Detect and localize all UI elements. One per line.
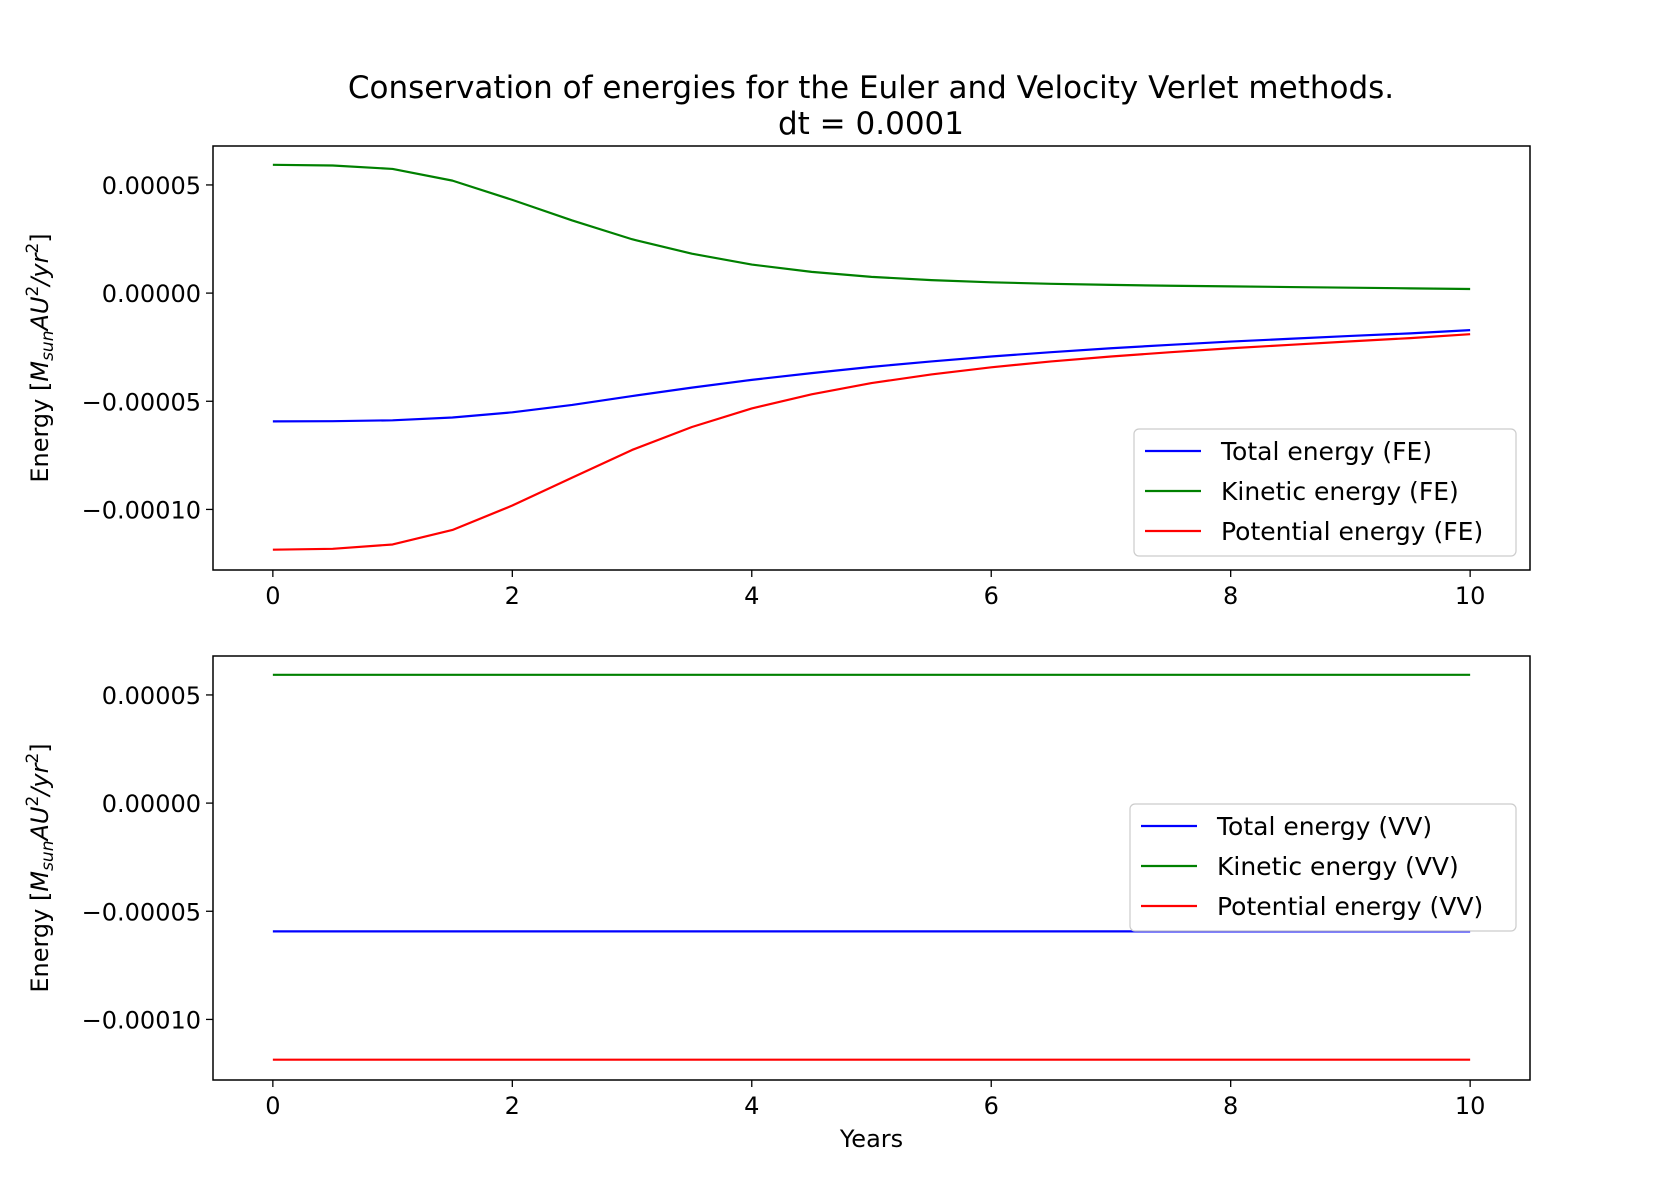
- y-axis-label: Energy [MsunAU2/yr2]: [23, 743, 58, 992]
- ylabel-part: sun: [38, 841, 58, 871]
- series-group: [272, 163, 1471, 551]
- chart-subtitle: dt = 0.0001: [778, 106, 964, 142]
- series-line-potential-energy-fe: [272, 333, 1471, 551]
- ylabel-part: 2: [23, 243, 43, 254]
- ylabel-part: AU: [26, 806, 54, 842]
- legend-label: Potential energy (FE): [1221, 517, 1483, 546]
- legend-label: Kinetic energy (FE): [1221, 477, 1459, 506]
- panels-group: 0 2 4 6 8 10 0.00005 0.00000 −0.00005 −0.00010 Ene…: [23, 145, 1531, 1153]
- y-tick-label: −0.00010: [82, 1006, 201, 1034]
- ylabel-part: AU: [26, 296, 54, 332]
- series-line-kinetic-energy-fe: [272, 163, 1471, 291]
- legend: Total energy (VV) Kinetic energy (VV) Pote…: [1129, 803, 1517, 932]
- y-axis-label: Energy [MsunAU2/yr2]: [23, 233, 58, 482]
- series-line-total-energy-fe: [272, 328, 1471, 423]
- y-tick-label: −0.00005: [82, 388, 201, 416]
- panel-1: 0 2 4 6 8 10 0.00005 0.00000 −0.00005 −0.00010 Ene…: [23, 145, 1531, 610]
- x-tick-label: 8: [1223, 1092, 1238, 1120]
- ylabel-part: M: [26, 361, 54, 382]
- ylabel-part: ]: [26, 743, 54, 752]
- x-tick-label: 4: [744, 1092, 759, 1120]
- ylabel-part: 2: [23, 753, 43, 764]
- ylabel-part: /: [26, 275, 54, 288]
- x-tick-label: 2: [505, 1092, 520, 1120]
- chart-title: Conservation of energies for the Euler a…: [348, 70, 1394, 106]
- ylabel-part: ]: [26, 233, 54, 242]
- ylabel-part: Energy [: [26, 382, 54, 483]
- ylabel-part: yr: [26, 251, 54, 278]
- y-tick-label: 0.00005: [102, 172, 201, 200]
- x-tick-label: 6: [984, 1092, 999, 1120]
- ylabel-part: yr: [26, 761, 54, 788]
- x-tick-label: 4: [744, 582, 759, 610]
- ylabel-part: sun: [38, 331, 58, 361]
- y-tick-label: −0.00005: [82, 898, 201, 926]
- ylabel-part: 2: [23, 796, 43, 807]
- y-tick-label: −0.00010: [82, 496, 201, 524]
- ylabel-part: 2: [23, 286, 43, 297]
- panel-2: 0 2 4 6 8 10 0.00005 0.00000 −0.00005 −0.00010 Ene…: [23, 655, 1531, 1153]
- y-tick-label: 0.00000: [102, 280, 201, 308]
- y-tick-label: 0.00005: [102, 682, 201, 710]
- x-tick-label: 6: [984, 582, 999, 610]
- legend: Total energy (FE) Kinetic energy (FE) Pote…: [1133, 428, 1517, 557]
- x-tick-label: 10: [1455, 1092, 1486, 1120]
- ylabel-part: /: [26, 785, 54, 798]
- x-axis-label: Years: [839, 1125, 903, 1153]
- ylabel-part: M: [26, 871, 54, 892]
- legend-label: Total energy (VV): [1216, 812, 1432, 841]
- y-tick-label: 0.00000: [102, 790, 201, 818]
- legend-label: Kinetic energy (VV): [1217, 852, 1459, 881]
- legend-label: Total energy (FE): [1220, 437, 1432, 466]
- x-tick-label: 10: [1455, 582, 1486, 610]
- legend-box: [1133, 428, 1517, 557]
- x-tick-label: 2: [505, 582, 520, 610]
- plot-frame: [212, 145, 1531, 571]
- plot-frame: [212, 655, 1531, 1081]
- x-tick-label: 0: [265, 1092, 280, 1120]
- legend-label: Potential energy (VV): [1217, 892, 1483, 921]
- x-tick-label: 0: [265, 582, 280, 610]
- legend-box: [1129, 803, 1517, 932]
- x-tick-label: 8: [1223, 582, 1238, 610]
- ylabel-part: Energy [: [26, 892, 54, 993]
